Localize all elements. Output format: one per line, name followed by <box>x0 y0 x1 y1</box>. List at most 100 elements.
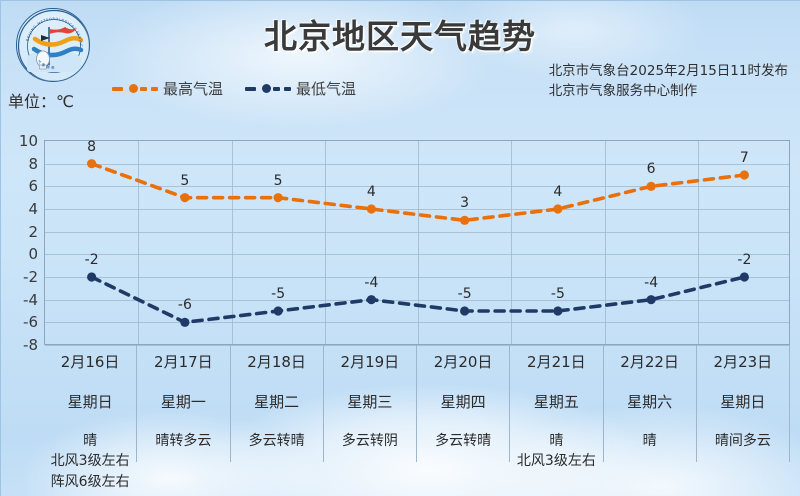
forecast-condition: 晴 <box>83 433 98 449</box>
data-point-label: -6 <box>177 297 192 314</box>
forecast-date: 2月20日 <box>433 353 493 371</box>
legend-label-low: 最低气温 <box>296 80 357 98</box>
gridline-vertical <box>697 141 699 344</box>
legend-label-high: 最高气温 <box>163 80 224 98</box>
data-point-label: -5 <box>271 286 286 302</box>
data-point-label: -2 <box>737 252 752 268</box>
forecast-weekday: 星期二 <box>254 393 300 411</box>
forecast-condition: 晴 <box>642 433 657 449</box>
forecast-weekday: 星期三 <box>347 393 393 411</box>
gridline-horizontal <box>45 186 789 188</box>
temperature-chart-plot-area: 10 8 6 4 2 0 -2 -4 -6 -8 8 5 5 4 3 4 6 7 -2 -6 -5 -4 -5 -5 -4 -2 <box>19 132 790 354</box>
data-point-marker <box>273 193 283 203</box>
forecast-day-column: 2月19日 星期三 多云转阴 <box>324 345 417 462</box>
y-axis-tick-label: 4 <box>28 200 38 218</box>
forecast-day-column: 2月21日 星期五晴北风3级左右 <box>510 345 604 469</box>
forecast-weekday: 星期日 <box>720 393 766 411</box>
data-point-label: -2 <box>84 252 99 268</box>
forecast-date: 2月21日 <box>527 353 586 371</box>
logo-artwork: BEIJING METEOROLOGICAL SERVICE 气象服务 <box>17 9 89 81</box>
data-point-marker <box>273 306 283 316</box>
data-point-marker <box>366 295 376 305</box>
data-point-marker <box>739 170 749 180</box>
legend-swatch-high <box>112 82 158 96</box>
forecast-date: 2月23日 <box>713 353 773 371</box>
gridline-vertical <box>418 141 419 344</box>
data-point-label: -5 <box>457 286 472 302</box>
forecast-day-column: 2月20日星期四多云转晴 <box>417 345 511 462</box>
gridline-vertical <box>138 141 140 344</box>
y-axis-tick-label: 2 <box>28 222 38 241</box>
forecast-condition: 多云转晴 <box>248 433 305 449</box>
legend-item-high: 最高气温 <box>112 78 223 99</box>
y-axis-tick-label: -8 <box>23 336 38 354</box>
y-axis-tick-label: 8 <box>28 154 38 173</box>
data-point-marker <box>553 204 563 214</box>
forecast-date: 2月18日 <box>247 353 306 371</box>
forecast-weekday: 星期日 <box>67 393 113 411</box>
forecast-condition: 晴间多云 <box>714 433 771 449</box>
data-point-label: 5 <box>180 172 190 189</box>
forecast-condition: 多云转阴 <box>341 433 398 449</box>
gridline-vertical <box>324 141 326 344</box>
gridline-horizontal <box>45 322 789 324</box>
y-axis-tick-label: 0 <box>28 245 38 264</box>
forecast-weekday: 星期四 <box>440 393 486 411</box>
svg-text:气象服务: 气象服务 <box>37 59 57 70</box>
data-point-marker <box>739 272 749 282</box>
data-point-label: 4 <box>553 184 563 200</box>
data-point-marker <box>87 272 97 282</box>
gridline-horizontal <box>45 345 789 346</box>
page-title: 北京地区天气趋势 <box>264 17 536 56</box>
beijing-meteorological-service-logo-icon: BEIJING METEOROLOGICAL SERVICE 气象服务 <box>16 8 90 82</box>
chart-legend: 最高气温 最低气温 <box>112 78 356 99</box>
forecast-weekday: 星期一 <box>160 393 206 411</box>
series-line-low <box>89 275 747 325</box>
data-point-label: 8 <box>87 138 97 155</box>
y-axis-tick-label: -2 <box>23 268 38 286</box>
data-point-marker <box>646 295 656 305</box>
forecast-date: 2月16日 <box>60 353 120 371</box>
forecast-weekday: 星期六 <box>627 393 673 411</box>
forecast-day-column: 2月16日星期日晴北风3级左右 阵风6级左右 <box>44 345 138 490</box>
data-point-marker <box>553 306 563 316</box>
gridline-horizontal <box>45 163 789 165</box>
y-axis-tick-label: -6 <box>23 313 38 332</box>
forecast-weekday: 星期五 <box>533 393 579 411</box>
gridline-vertical <box>604 141 606 344</box>
data-point-marker <box>87 159 97 169</box>
publisher-line-1: 北京市气象台2025年2月15日11时发布 <box>548 63 788 79</box>
forecast-wind: 北风3级左右 <box>50 453 130 470</box>
data-point-marker <box>460 215 470 225</box>
forecast-day-column: 2月18日星期二多云转晴 <box>231 345 324 462</box>
forecast-day-column: 2月17日星期一晴转多云 <box>137 345 231 462</box>
forecast-condition: 多云转晴 <box>435 433 492 449</box>
forecast-wind: 阵风6级左右 <box>50 473 130 490</box>
data-point-label: -4 <box>644 274 659 291</box>
data-point-label: 7 <box>739 150 749 166</box>
forecast-condition: 晴转多云 <box>155 433 212 449</box>
gridline-horizontal <box>45 231 789 233</box>
unit-label: 单位：℃ <box>8 92 74 111</box>
forecast-table: 2月16日 星期日晴北风3级左右 阵风6级左右 2月17日 星期一 晴转多云 2月18日 星期… <box>44 344 790 490</box>
gridline-horizontal <box>45 209 789 210</box>
forecast-date: 2月22日 <box>620 353 679 371</box>
y-axis-tick-label: 6 <box>28 177 38 196</box>
forecast-day-column: 2月22日星期六晴 <box>604 345 697 462</box>
legend-item-low: 最低气温 <box>245 78 356 99</box>
data-point-marker <box>460 306 470 316</box>
data-point-label: 5 <box>273 172 283 189</box>
data-point-marker <box>180 317 190 327</box>
gridline-vertical <box>231 141 233 344</box>
data-point-label: 3 <box>460 195 470 212</box>
forecast-date: 2月17日 <box>154 353 213 371</box>
data-point-label: -5 <box>550 286 565 302</box>
gridline-horizontal <box>45 277 789 278</box>
data-point-label: 6 <box>646 161 656 178</box>
publisher-info: 北京市气象台2025年2月15日11时发布 北京市气象服务中心制作 <box>549 62 788 101</box>
data-point-label: -4 <box>364 274 379 291</box>
data-point-marker <box>646 181 656 191</box>
forecast-condition: 晴 <box>549 433 564 449</box>
chart-series-layer <box>87 159 749 327</box>
